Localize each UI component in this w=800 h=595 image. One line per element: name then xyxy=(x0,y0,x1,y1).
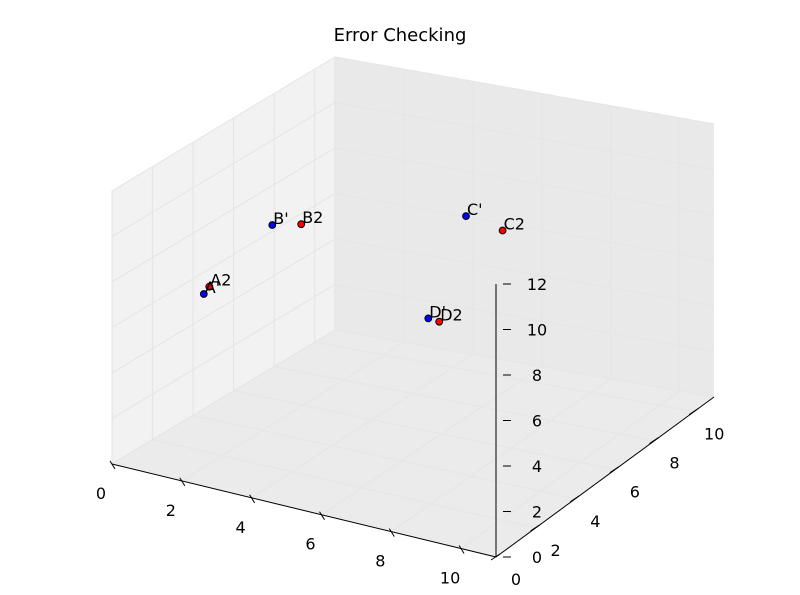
z-tick-label: 10 xyxy=(527,321,547,340)
y-tick xyxy=(490,553,501,561)
y-tick-label: 8 xyxy=(669,454,679,473)
z-grid-line xyxy=(334,192,715,262)
z-tick-label: 8 xyxy=(532,366,542,385)
z-tick-label: 12 xyxy=(527,275,547,294)
x-tick xyxy=(458,545,465,554)
y-tick-label: 0 xyxy=(511,570,521,589)
tick-marks xyxy=(109,283,699,561)
y-tick-label: 6 xyxy=(630,483,640,502)
data-point xyxy=(268,221,277,229)
y-tick xyxy=(688,408,699,415)
data-point xyxy=(498,226,507,235)
x-tick-label: 10 xyxy=(440,569,460,588)
x-tick xyxy=(388,528,395,537)
data-point-label: C2 xyxy=(504,215,525,234)
data-point-labels: A' B' C' D' A2 B2 C2 D2 xyxy=(205,200,525,325)
z-grid-line xyxy=(111,101,336,238)
z-tick-label: 0 xyxy=(532,548,542,567)
y-tick xyxy=(649,437,659,445)
z-grid-line xyxy=(334,101,715,171)
x-tick-label: 4 xyxy=(236,518,246,537)
data-point-label: B' xyxy=(273,209,288,228)
y-tick xyxy=(609,466,620,474)
y-tick-label: 10 xyxy=(704,425,724,444)
z-grid-line xyxy=(111,283,336,420)
z-grid-line xyxy=(334,147,715,216)
x-tick-label: 6 xyxy=(305,535,315,554)
data-point-label: C' xyxy=(467,200,483,219)
y-grid-line xyxy=(314,341,695,413)
x-tick xyxy=(109,460,116,470)
z-grid-line xyxy=(111,192,336,329)
data-point xyxy=(199,290,208,298)
data-point-label: D2 xyxy=(440,306,463,325)
data-point xyxy=(435,317,444,326)
x-grid-line xyxy=(390,378,611,533)
y-grid-line xyxy=(274,365,655,442)
x-grid-line xyxy=(251,353,474,499)
y-grid-line xyxy=(233,390,616,471)
z-grid-line xyxy=(334,329,715,398)
z-grid-line xyxy=(111,56,336,192)
x-tick xyxy=(179,477,186,487)
x-tick-label: 8 xyxy=(375,552,385,571)
z-tick-label: 4 xyxy=(532,457,542,476)
z-tick-label: 2 xyxy=(532,503,542,522)
y-grid-line xyxy=(152,439,536,529)
data-point xyxy=(205,282,214,291)
plot-panes xyxy=(112,57,714,557)
z-tick-label: 6 xyxy=(532,412,542,431)
x-tick-label: 2 xyxy=(166,501,176,520)
z-grid-line xyxy=(334,283,715,353)
z-grid-line xyxy=(111,147,336,283)
z-grid-line xyxy=(334,238,715,307)
y-grid-line xyxy=(192,414,576,500)
x-tick-label: 0 xyxy=(96,484,106,503)
z-grid-line xyxy=(111,329,336,465)
data-points xyxy=(199,212,507,326)
y-tick-label: 4 xyxy=(590,512,600,531)
data-point xyxy=(297,220,306,229)
y-tick-label: 2 xyxy=(551,541,561,560)
x-grid-line xyxy=(321,366,543,516)
x-grid-line xyxy=(181,341,405,482)
data-point-label: B2 xyxy=(302,208,323,227)
y-tick xyxy=(530,524,540,532)
z-grid-line xyxy=(334,56,715,125)
x-axis-line xyxy=(111,463,497,558)
data-point-label: A' xyxy=(205,278,220,297)
z-grid-line xyxy=(111,238,336,374)
x-tick xyxy=(319,511,325,520)
data-point-label: A2 xyxy=(210,271,231,290)
data-point-label: D' xyxy=(429,302,446,321)
x-grid-line xyxy=(460,390,680,549)
data-point xyxy=(462,212,470,221)
x-tick xyxy=(249,494,256,504)
y-tick xyxy=(570,495,580,503)
data-point xyxy=(424,314,433,323)
chart-title: Error Checking xyxy=(334,25,467,46)
